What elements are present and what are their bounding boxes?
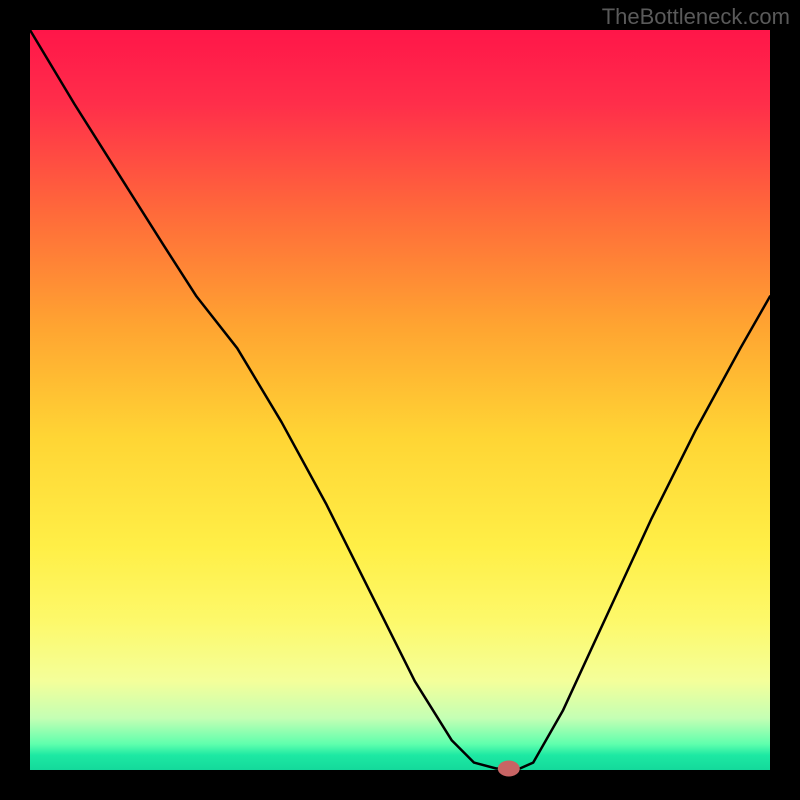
chart-container: TheBottleneck.com bbox=[0, 0, 800, 800]
bottleneck-chart bbox=[0, 0, 800, 800]
chart-gradient-background bbox=[30, 30, 770, 770]
optimal-marker bbox=[498, 761, 520, 777]
